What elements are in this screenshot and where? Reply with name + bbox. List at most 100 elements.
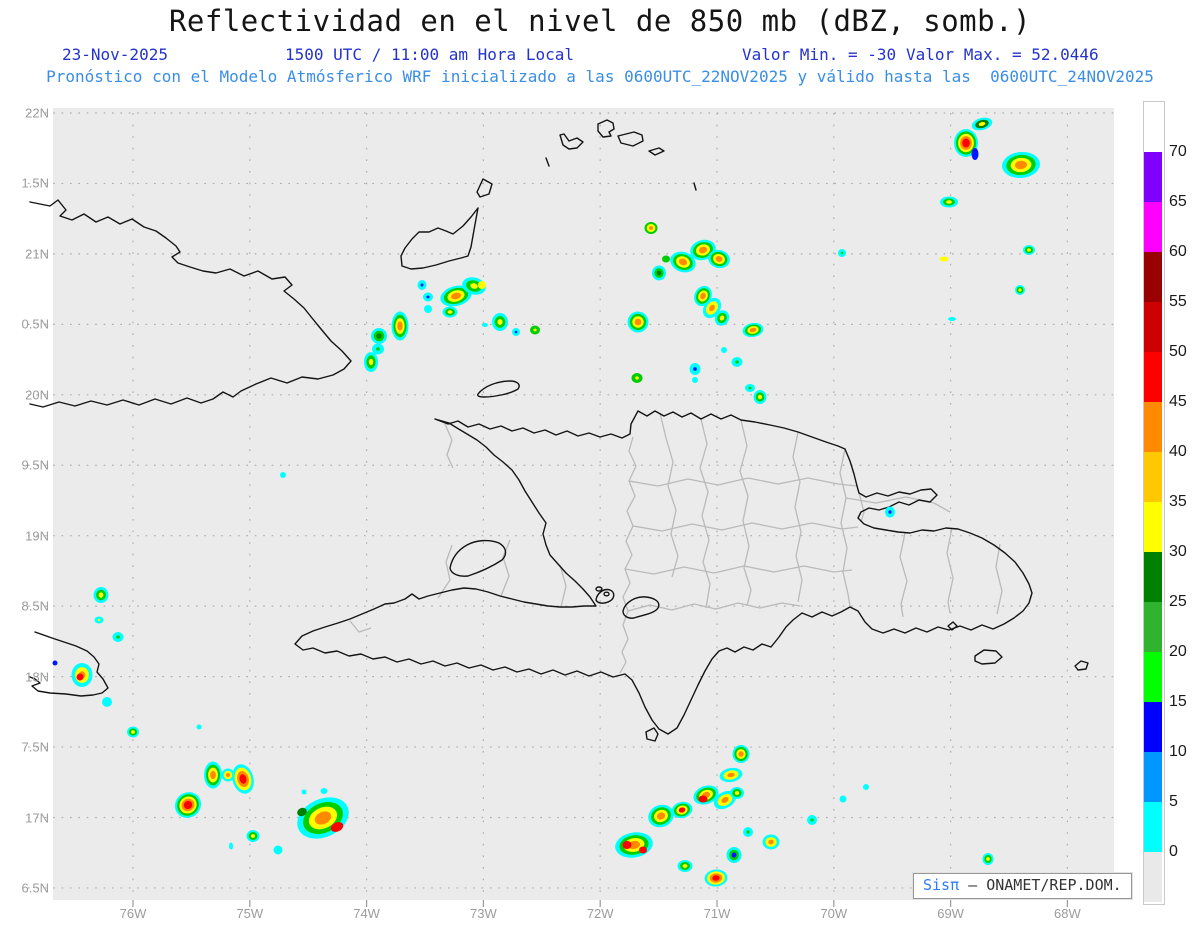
- radar-cell-level: [622, 841, 632, 849]
- radar-cell-level: [447, 310, 453, 314]
- radar-cell-level: [239, 774, 247, 784]
- radar-cell-level: [397, 321, 403, 331]
- colorbar-tick-label: 0: [1169, 843, 1178, 860]
- lat-tick-label: 21N: [25, 246, 49, 262]
- lat-tick-label: 17N: [25, 810, 49, 825]
- radar-cell-level: [939, 256, 949, 262]
- colorbar-segment: [1144, 552, 1162, 602]
- radar-cell-level: [986, 857, 990, 861]
- lat-tick-label: 18N: [25, 669, 49, 685]
- colorbar-tick-label: 50: [1169, 343, 1187, 360]
- radar-cell-level: [250, 834, 256, 838]
- radar-cell-level: [102, 697, 112, 707]
- radar-cell-level: [451, 292, 461, 300]
- colorbar-tick-label: 10: [1169, 743, 1187, 760]
- lat-tick-label: 1.5N: [21, 175, 49, 191]
- radar-cell-level: [656, 270, 662, 276]
- lat-tick-label: 19N: [25, 528, 49, 544]
- radar-cell-level: [76, 673, 84, 681]
- colorbar-tick-label: 30: [1169, 543, 1187, 560]
- subtitle-date: 23-Nov-2025: [62, 45, 168, 64]
- colorbar-tick-label: 35: [1169, 493, 1187, 510]
- coastline-cay: [545, 157, 697, 191]
- lat-tick-label: 8.5N: [21, 598, 49, 614]
- radar-cell-level: [698, 795, 708, 803]
- colorbar-tick-label: 20: [1169, 643, 1187, 660]
- coastline-little-inagua: [476, 178, 493, 198]
- colorbar-segment: [1144, 252, 1162, 302]
- radar-cell-level: [692, 377, 698, 383]
- radar-cell-level: [426, 295, 430, 299]
- radar-cell-level: [210, 770, 216, 780]
- coastline-saona-island: [974, 649, 1003, 665]
- colorbar-tick-label: 45: [1169, 393, 1187, 410]
- radar-cell-level: [648, 226, 654, 230]
- radar-cell-level: [376, 333, 382, 339]
- colorbar-tick-label: 70: [1169, 143, 1187, 160]
- colorbar-segment: [1144, 752, 1162, 802]
- radar-cell-level: [482, 323, 488, 327]
- radar-cell-level: [810, 818, 814, 822]
- coastline-caicos-islands: [559, 133, 584, 150]
- coastline-islets: [595, 586, 610, 597]
- radar-cell-level: [635, 376, 639, 380]
- colorbar-tick-label: 55: [1169, 293, 1187, 310]
- radar-cell-level: [746, 830, 750, 834]
- radar-cell-level: [497, 319, 503, 325]
- coastline-cuba: [29, 199, 352, 408]
- radar-cell-level: [948, 317, 956, 321]
- radar-cell-level: [376, 347, 380, 351]
- colorbar-segment: [1144, 852, 1162, 902]
- lon-tick-label: 74W: [353, 906, 380, 921]
- radar-cell-level: [709, 304, 715, 312]
- lat-tick-label: 0.5N: [21, 316, 49, 332]
- radar-cell-level: [971, 148, 979, 160]
- colorbar-segment: [1144, 802, 1162, 852]
- radar-cell-level: [946, 200, 952, 204]
- radar-cell-level: [514, 330, 518, 334]
- radar-cell-level: [662, 255, 670, 263]
- attribution-box: Sisπ – ONAMET/REP.DOM.: [913, 873, 1132, 899]
- map-background: [53, 108, 1114, 900]
- radar-cell-level: [280, 472, 286, 478]
- lon-tick-label: 76W: [119, 906, 147, 921]
- radar-cell-level: [470, 283, 478, 289]
- colorbar-segment: [1144, 202, 1162, 252]
- colorbar-segment: [1144, 352, 1162, 402]
- lon-tick-label: 68W: [1054, 906, 1081, 921]
- lat-tick-label: 9.5N: [21, 457, 49, 473]
- radar-cell-level: [424, 305, 432, 313]
- lon-tick-label: 72W: [586, 906, 614, 921]
- lon-tick-label: 73W: [470, 906, 497, 921]
- colorbar-segment: [1144, 152, 1162, 202]
- radar-cell-level: [183, 800, 193, 810]
- radar-cell-level: [131, 730, 135, 734]
- radar-cell-level: [116, 635, 120, 639]
- radar-cell-level: [888, 510, 892, 514]
- lon-tick-label: 70W: [820, 906, 848, 921]
- radar-cell-level: [768, 839, 774, 845]
- radar-cell-level: [678, 807, 686, 813]
- axis-ticks: [132, 900, 1069, 907]
- radar-cell-level: [533, 328, 537, 332]
- attribution-org: – ONAMET/REP.DOM.: [959, 876, 1122, 894]
- lon-tick-label: 71W: [703, 906, 731, 921]
- coastline-hispaniola: [294, 410, 1033, 735]
- radar-cell-level: [978, 121, 986, 127]
- colorbar-segment: [1144, 452, 1162, 502]
- radar-cell-level: [273, 845, 283, 855]
- lat-tick-label: 7.5N: [21, 739, 49, 755]
- radar-cell-level: [420, 283, 424, 287]
- colorbar-tick-label: 25: [1169, 593, 1187, 610]
- radar-cell-level: [52, 660, 58, 666]
- lon-tick-label: 69W: [937, 906, 964, 921]
- colorbar-segment: [1144, 302, 1162, 352]
- lake-azuei: [595, 588, 615, 604]
- radar-cell-level: [840, 251, 844, 255]
- subtitle-forecast: Pronóstico con el Modelo Atmósferico WRF…: [46, 67, 1154, 86]
- radar-cell-level: [727, 772, 735, 778]
- coastline-beata-island: [645, 727, 659, 742]
- coastline-tortuga-island: [477, 380, 520, 398]
- radar-cell-level: [639, 846, 647, 854]
